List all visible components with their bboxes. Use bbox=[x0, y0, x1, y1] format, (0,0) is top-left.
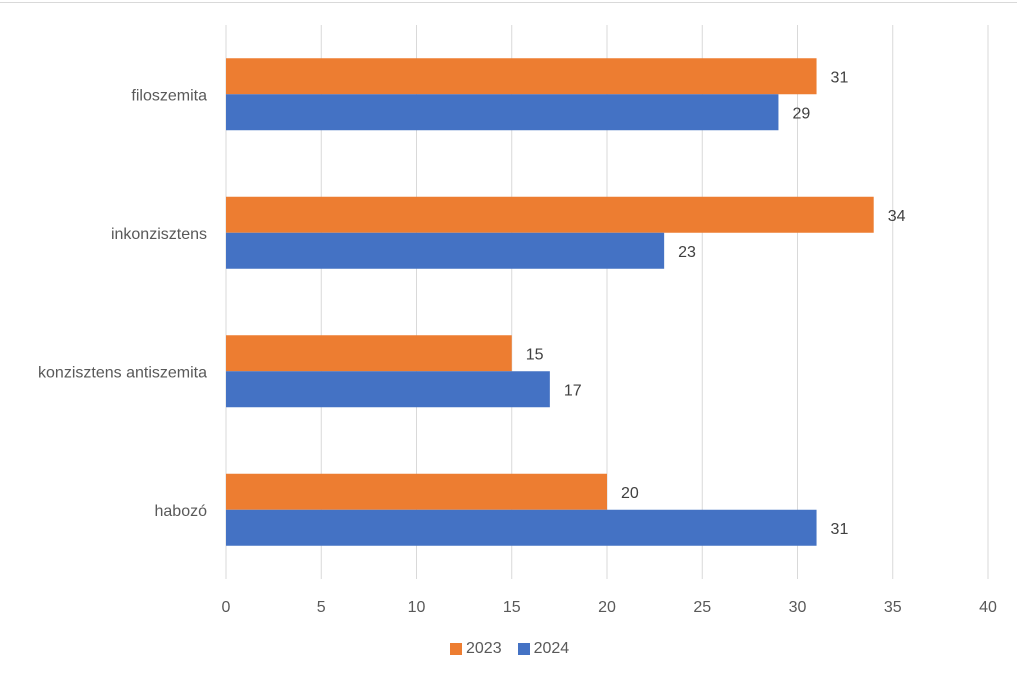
data-label: 23 bbox=[678, 244, 696, 261]
x-tick-label: 35 bbox=[884, 599, 902, 616]
data-label: 31 bbox=[831, 69, 849, 86]
category-label: habozó bbox=[155, 503, 208, 520]
x-tick-label: 40 bbox=[979, 599, 997, 616]
data-label: 34 bbox=[888, 208, 906, 225]
category-label: konzisztens antiszemita bbox=[38, 364, 207, 381]
data-label: 15 bbox=[526, 346, 544, 363]
category-label: inkonzisztens bbox=[111, 226, 207, 243]
data-label: 17 bbox=[564, 382, 582, 399]
legend-swatch bbox=[450, 643, 462, 655]
bar-2024 bbox=[226, 509, 817, 546]
bar-2023 bbox=[226, 196, 874, 233]
category-label: filoszemita bbox=[131, 87, 207, 104]
legend-item-2024: 2024 bbox=[517, 640, 570, 658]
data-label: 29 bbox=[792, 105, 810, 122]
legend-swatch bbox=[517, 643, 530, 655]
bar-2023 bbox=[226, 473, 607, 510]
legend-label: 2023 bbox=[466, 640, 502, 657]
bar-2024 bbox=[226, 232, 665, 269]
bar-2024 bbox=[226, 371, 550, 408]
data-label: 20 bbox=[621, 485, 639, 502]
bar-2023 bbox=[226, 58, 817, 95]
data-label: 31 bbox=[831, 521, 849, 538]
x-tick-label: 25 bbox=[693, 599, 711, 616]
x-tick-label: 15 bbox=[503, 599, 521, 616]
x-tick-label: 5 bbox=[317, 599, 326, 616]
legend: 2023 2024 bbox=[450, 640, 585, 658]
legend-item-2023: 2023 bbox=[450, 640, 502, 658]
top-border bbox=[0, 2, 1017, 3]
x-tick-label: 20 bbox=[598, 599, 616, 616]
legend-label: 2024 bbox=[533, 640, 570, 657]
x-tick-label: 10 bbox=[408, 599, 426, 616]
x-tick-label: 30 bbox=[789, 599, 807, 616]
x-tick-label: 0 bbox=[222, 599, 231, 616]
bar-2023 bbox=[226, 335, 512, 372]
bar-2024 bbox=[226, 94, 779, 131]
